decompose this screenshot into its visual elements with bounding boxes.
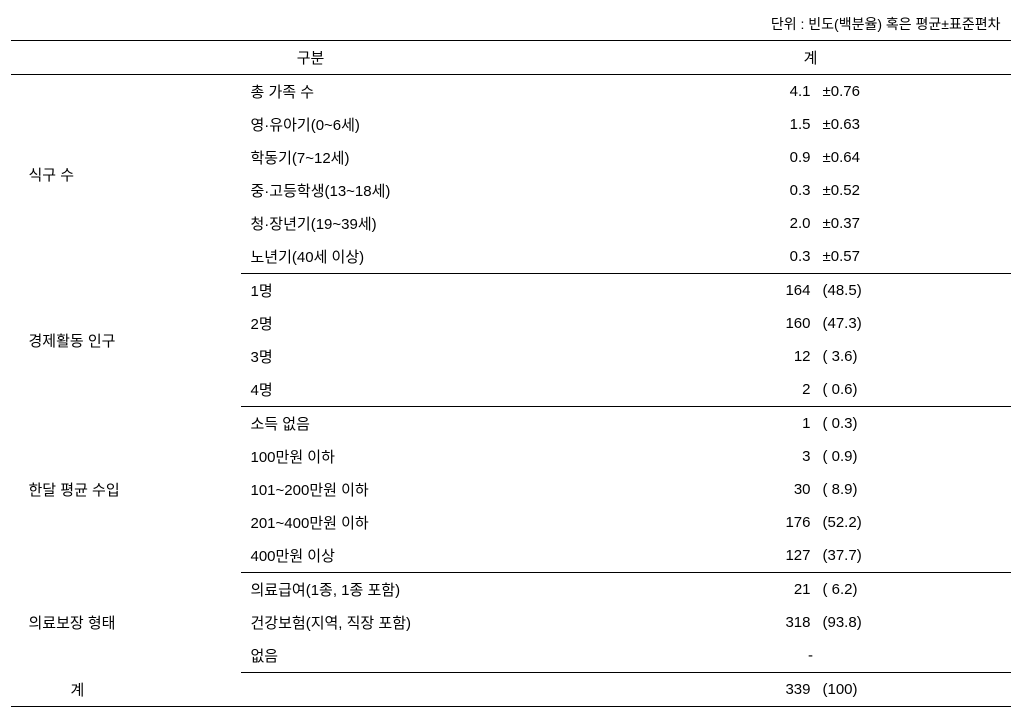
- row-value-main: 1: [611, 407, 811, 441]
- row-value-main: 164: [611, 274, 811, 308]
- row-value-sub: ±0.52: [811, 174, 1011, 207]
- row-value-sub: ( 0.3): [811, 407, 1011, 441]
- row-value-main: 318: [611, 606, 811, 639]
- row-item: 4명: [241, 373, 611, 407]
- data-table: 구분 계 식구 수총 가족 수4.1±0.76영·유아기(0~6세)1.5±0.…: [11, 40, 1011, 707]
- row-value-main: 2.0: [611, 207, 811, 240]
- row-value-sub: (37.7): [811, 539, 1011, 573]
- row-value-sub: ( 0.6): [811, 373, 1011, 407]
- table-row: 경제활동 인구1명164(48.5): [11, 274, 1011, 308]
- row-category: 식구 수: [11, 75, 241, 274]
- row-value-main: 3: [611, 440, 811, 473]
- row-value-main: 176: [611, 506, 811, 539]
- total-label: 계: [11, 673, 611, 707]
- row-value-dash: -: [611, 639, 1011, 673]
- row-value-sub: ( 8.9): [811, 473, 1011, 506]
- total-main: 339: [611, 673, 811, 707]
- row-value-sub: ( 6.2): [811, 573, 1011, 607]
- row-item: 의료급여(1종, 1종 포함): [241, 573, 611, 607]
- row-item: 400만원 이상: [241, 539, 611, 573]
- row-item: 201~400만원 이하: [241, 506, 611, 539]
- table-row: 의료보장 형태의료급여(1종, 1종 포함)21( 6.2): [11, 573, 1011, 607]
- row-value-main: 0.3: [611, 174, 811, 207]
- row-value-main: 2: [611, 373, 811, 407]
- table-total-row: 계339(100): [11, 673, 1011, 707]
- row-category: 의료보장 형태: [11, 573, 241, 673]
- row-item: 2명: [241, 307, 611, 340]
- row-item: 청·장년기(19~39세): [241, 207, 611, 240]
- row-value-sub: (52.2): [811, 506, 1011, 539]
- row-item: 중·고등학생(13~18세): [241, 174, 611, 207]
- header-value: 계: [611, 41, 1011, 75]
- row-item: 101~200만원 이하: [241, 473, 611, 506]
- row-value-sub: (48.5): [811, 274, 1011, 308]
- row-value-main: 160: [611, 307, 811, 340]
- row-category: 경제활동 인구: [11, 274, 241, 407]
- row-value-main: 4.1: [611, 75, 811, 109]
- total-sub: (100): [811, 673, 1011, 707]
- row-value-sub: ( 3.6): [811, 340, 1011, 373]
- row-value-sub: ±0.63: [811, 108, 1011, 141]
- row-item: 건강보험(지역, 직장 포함): [241, 606, 611, 639]
- row-item: 영·유아기(0~6세): [241, 108, 611, 141]
- row-value-main: 1.5: [611, 108, 811, 141]
- row-value-main: 127: [611, 539, 811, 573]
- row-item: 학동기(7~12세): [241, 141, 611, 174]
- row-item: 1명: [241, 274, 611, 308]
- header-category: 구분: [11, 41, 611, 75]
- table-row: 식구 수총 가족 수4.1±0.76: [11, 75, 1011, 109]
- table-header-row: 구분 계: [11, 41, 1011, 75]
- row-value-sub: ±0.64: [811, 141, 1011, 174]
- row-item: 없음: [241, 639, 611, 673]
- row-value-main: 0.3: [611, 240, 811, 274]
- row-value-sub: (93.8): [811, 606, 1011, 639]
- row-value-sub: (47.3): [811, 307, 1011, 340]
- row-item: 100만원 이하: [241, 440, 611, 473]
- table-row: 한달 평균 수입소득 없음1( 0.3): [11, 407, 1011, 441]
- row-value-sub: ±0.76: [811, 75, 1011, 109]
- row-value-main: 0.9: [611, 141, 811, 174]
- row-item: 노년기(40세 이상): [241, 240, 611, 274]
- row-item: 소득 없음: [241, 407, 611, 441]
- row-value-sub: ±0.57: [811, 240, 1011, 274]
- row-value-sub: ±0.37: [811, 207, 1011, 240]
- row-value-sub: ( 0.9): [811, 440, 1011, 473]
- row-item: 총 가족 수: [241, 75, 611, 109]
- row-value-main: 30: [611, 473, 811, 506]
- row-item: 3명: [241, 340, 611, 373]
- row-value-main: 12: [611, 340, 811, 373]
- row-category: 한달 평균 수입: [11, 407, 241, 573]
- row-value-main: 21: [611, 573, 811, 607]
- unit-label: 단위 : 빈도(백분율) 혹은 평균±표준편차: [11, 10, 1011, 40]
